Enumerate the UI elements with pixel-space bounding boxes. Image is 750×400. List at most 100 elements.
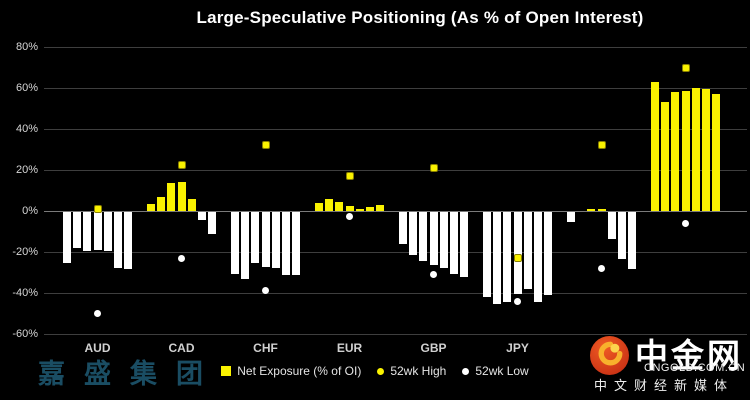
low-52wk-marker	[346, 212, 353, 220]
net-exposure-bar	[197, 212, 206, 221]
y-axis-label: 20%	[15, 164, 38, 176]
legend-label-52wk-low: 52wk Low	[475, 364, 529, 378]
legend-label-52wk-high: 52wk High	[390, 364, 447, 378]
high-52wk-marker	[345, 172, 354, 181]
x-axis-label: CAD	[168, 341, 195, 355]
x-axis-label: GBP	[420, 341, 447, 355]
net-exposure-bar	[691, 88, 700, 211]
watermark-cngold: 中金网 CNGOLD.COM.CN 中文财经新媒体	[588, 333, 750, 397]
high-52wk-marker	[177, 160, 186, 169]
low-52wk-marker	[430, 271, 437, 279]
net-exposure-bar	[701, 89, 710, 211]
gridline	[44, 88, 747, 89]
net-exposure-bar	[681, 91, 690, 211]
legend-item-net-exposure: Net Exposure (% of OI)	[221, 364, 361, 378]
cngold-logo-icon	[590, 336, 629, 375]
net-exposure-bar	[315, 202, 324, 211]
net-exposure-bar	[355, 208, 364, 211]
high-marker-swatch-icon	[377, 367, 385, 375]
net-exposure-bar	[711, 94, 720, 211]
net-exposure-bar	[523, 212, 532, 289]
net-exposure-bar	[627, 212, 636, 270]
gridline	[44, 293, 747, 294]
high-52wk-marker	[93, 204, 102, 213]
low-marker-swatch-icon	[462, 367, 470, 375]
net-exposure-bar	[483, 212, 492, 298]
net-exposure-swatch-icon	[221, 366, 232, 376]
net-exposure-bar	[459, 212, 468, 277]
zero-gridline	[44, 211, 747, 212]
net-exposure-bar	[503, 212, 512, 303]
net-exposure-bar	[617, 212, 626, 260]
y-axis-label: -40%	[12, 287, 38, 299]
net-exposure-bar	[187, 198, 196, 211]
net-exposure-bar	[419, 212, 428, 262]
net-exposure-bar	[597, 208, 606, 211]
gridline	[44, 129, 747, 130]
net-exposure-bar	[291, 212, 300, 275]
net-exposure-bar	[147, 203, 156, 211]
high-52wk-marker	[261, 141, 270, 150]
net-exposure-bar	[73, 212, 82, 248]
net-exposure-bar	[103, 212, 112, 251]
net-exposure-bar	[671, 92, 680, 211]
net-exposure-bar	[251, 212, 260, 264]
high-52wk-marker	[429, 163, 438, 172]
y-axis-label: -60%	[12, 328, 38, 340]
legend-item-52wk-low: 52wk Low	[462, 364, 529, 378]
low-52wk-marker	[598, 264, 605, 272]
net-exposure-bar	[533, 212, 542, 303]
net-exposure-bar	[63, 212, 72, 264]
net-exposure-bar	[607, 212, 616, 239]
gridline	[44, 47, 747, 48]
high-52wk-marker	[513, 254, 522, 263]
low-52wk-marker	[94, 310, 101, 317]
net-exposure-bar	[167, 183, 176, 211]
net-exposure-bar	[261, 212, 270, 268]
y-axis-label: 80%	[15, 41, 38, 53]
legend-item-52wk-high: 52wk High	[377, 364, 446, 378]
net-exposure-bar	[83, 212, 92, 251]
watermark-jiasheng-group: 嘉盛集团	[38, 359, 222, 389]
net-exposure-bar	[543, 212, 552, 295]
low-52wk-marker	[514, 297, 521, 305]
y-axis-label: 0%	[22, 205, 38, 217]
y-axis-label: 60%	[15, 82, 38, 94]
net-exposure-bar	[231, 212, 240, 274]
net-exposure-bar	[365, 206, 374, 211]
chart-legend: Net Exposure (% of OI) 52wk High 52wk Lo…	[0, 364, 750, 378]
net-exposure-bar	[345, 205, 354, 211]
legend-label-net-exposure: Net Exposure (% of OI)	[237, 364, 362, 378]
gridline	[44, 170, 747, 171]
low-52wk-marker	[178, 254, 185, 262]
x-axis-label: AUD	[84, 341, 111, 355]
y-axis-label: 40%	[15, 123, 38, 135]
net-exposure-bar	[177, 182, 186, 211]
net-exposure-bar	[271, 212, 280, 269]
low-52wk-marker	[682, 219, 689, 227]
net-exposure-bar	[449, 212, 458, 274]
net-exposure-bar	[651, 81, 660, 211]
cngold-tagline: 中文财经新媒体	[594, 378, 735, 393]
net-exposure-bar	[409, 212, 418, 255]
cngold-name: 中金网	[635, 337, 743, 374]
net-exposure-bar	[661, 102, 670, 211]
net-exposure-bar	[567, 212, 576, 223]
net-exposure-bar	[325, 198, 334, 211]
net-exposure-bar	[493, 212, 502, 305]
high-52wk-marker	[681, 63, 690, 72]
net-exposure-bar	[335, 201, 344, 211]
net-exposure-bar	[93, 212, 102, 250]
cngold-domain: CNGOLD.COM.CN	[644, 362, 746, 374]
net-exposure-bar	[207, 212, 216, 234]
net-exposure-bar	[123, 212, 132, 270]
net-exposure-bar	[513, 212, 522, 294]
x-axis-label: CHF	[253, 341, 278, 355]
y-axis-label: -20%	[12, 246, 38, 258]
net-exposure-bar	[281, 212, 290, 275]
gridline	[44, 334, 747, 335]
gridline	[44, 252, 747, 253]
net-exposure-bar	[399, 212, 408, 244]
net-exposure-bar	[157, 196, 166, 211]
